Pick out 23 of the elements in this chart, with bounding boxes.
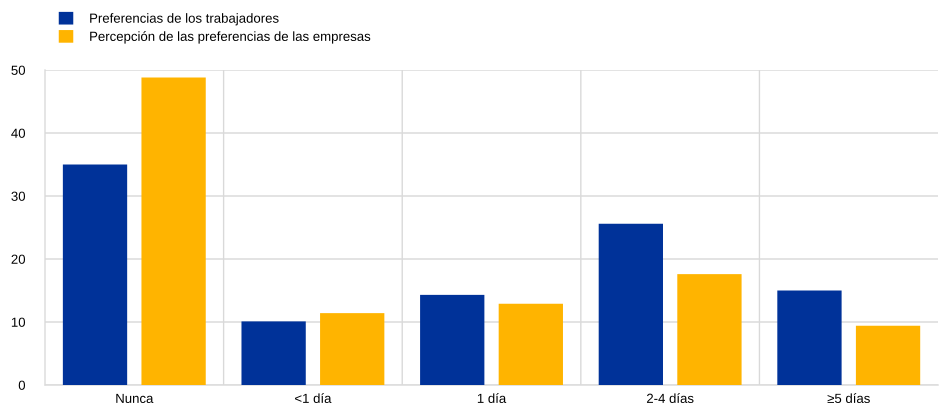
bar [320, 313, 384, 385]
x-tick-label: ≥5 días [828, 393, 870, 404]
x-tick-label: <1 día [295, 393, 332, 404]
y-tick-label: 20 [12, 254, 26, 264]
bar [677, 274, 742, 385]
legend-label: Preferencias de los trabajadores [90, 13, 279, 26]
bar [777, 290, 842, 385]
x-tick-label: Nunca [116, 394, 154, 404]
x-tick-label: 2-4 días [646, 393, 694, 404]
y-tick-label: 40 [11, 128, 26, 138]
bar [241, 321, 306, 385]
bar [62, 164, 128, 385]
bar [498, 304, 563, 385]
bar [598, 224, 663, 385]
bar [420, 294, 484, 385]
y-tick-label: 30 [11, 192, 26, 201]
bar [856, 326, 920, 385]
bar [141, 78, 206, 385]
y-tick-label: 50 [11, 66, 26, 75]
legend-label: Percepción de las preferencias de las empresas [90, 31, 370, 44]
y-tick-label: 10 [12, 318, 26, 327]
x-tick-label: 1 día [478, 393, 506, 404]
y-tick-label: 0 [18, 380, 26, 390]
